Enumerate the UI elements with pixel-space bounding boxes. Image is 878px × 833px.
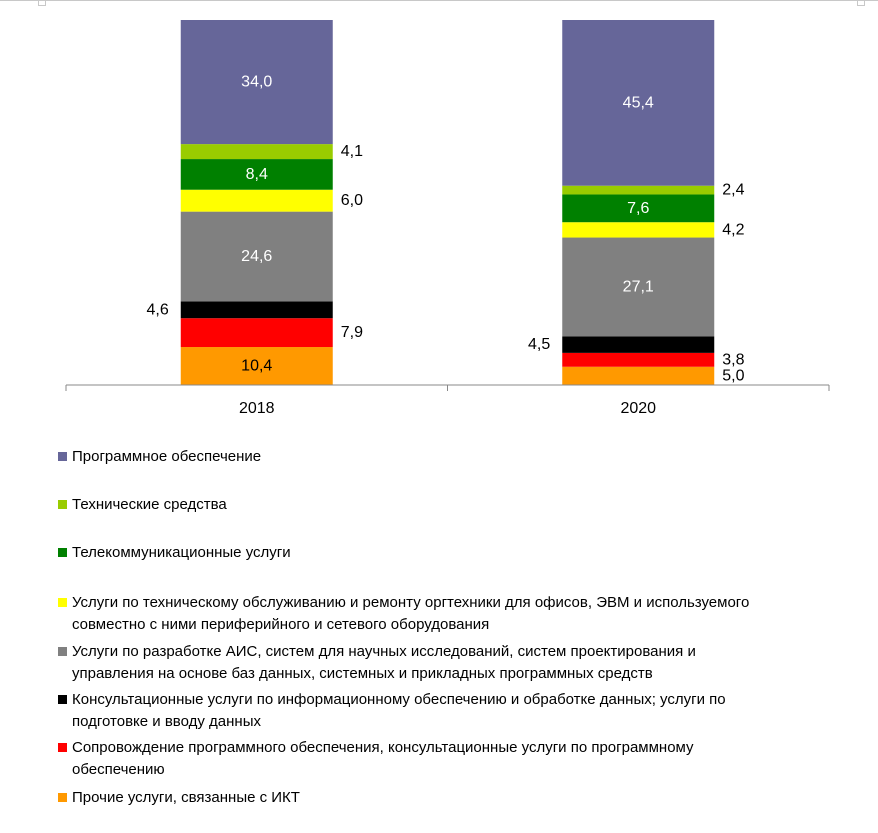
- legend-item: Технические средства: [58, 494, 852, 516]
- bar-segment: [180, 211, 333, 302]
- legend-label-line: Сопровождение программного обеспечения, …: [72, 739, 694, 756]
- bar-segment: [562, 20, 715, 186]
- legend-item: Услуги по разработке АИС, систем для нау…: [58, 641, 852, 685]
- data-label: 24,6: [241, 248, 272, 265]
- stacked-bar-chart: 10,4 7,9 4,6 24,6 6,0 8,4 4,1 34,0 2018 5,03,8 4,5…: [65, 20, 830, 417]
- legend-label-line: Телекоммуникационные услуги: [72, 544, 291, 561]
- data-label: 4,5: [528, 336, 550, 353]
- legend-swatch: [58, 548, 67, 557]
- legend-swatch: [58, 695, 67, 704]
- legend-label-line: совместно с ними периферийного и сетевог…: [72, 616, 490, 633]
- bar-segment: [562, 194, 715, 223]
- legend-swatch: [58, 500, 67, 509]
- data-label: 2,4: [722, 182, 744, 199]
- legend-item: Сопровождение программного обеспечения, …: [58, 737, 852, 781]
- legend-item: Программное обеспечение: [58, 446, 852, 468]
- bar-segment: [562, 185, 715, 195]
- bar-segment: [180, 318, 333, 348]
- legend-label: Программное обеспечение: [72, 446, 852, 468]
- legend-label: Телекоммуникационные услуги: [72, 542, 852, 564]
- data-label: 3,8: [722, 351, 744, 368]
- data-label: 7,9: [341, 324, 363, 341]
- bar-segment: [562, 366, 715, 385]
- bar-segment: [562, 336, 715, 353]
- data-label: 34,0: [241, 74, 272, 91]
- bar-segment: [562, 222, 715, 238]
- legend-swatch: [58, 598, 67, 607]
- data-label: 27,1: [623, 278, 654, 295]
- legend-label-line: подготовке и вводу данных: [72, 713, 261, 730]
- legend-item: Телекоммуникационные услуги: [58, 542, 852, 564]
- data-label: 5,0: [722, 367, 744, 384]
- data-label: 7,6: [627, 200, 649, 217]
- legend-item: Прочие услуги, связанные с ИКТ: [58, 787, 852, 809]
- legend-label-line: обеспечению: [72, 761, 165, 778]
- right-corner-mark: [857, 1, 865, 6]
- legend-swatch: [58, 452, 67, 461]
- bar-segment: [180, 347, 333, 385]
- data-label: 6,0: [341, 192, 363, 209]
- legend-label-line: Прочие услуги, связанные с ИКТ: [72, 789, 300, 806]
- bar-segment: [180, 20, 333, 145]
- data-label: 4,6: [147, 301, 169, 318]
- legend-label-line: Программное обеспечение: [72, 448, 262, 465]
- bar-segment: [562, 237, 715, 337]
- legend-label-line: Технические средства: [72, 496, 227, 513]
- data-label: 45,4: [623, 94, 654, 111]
- legend-label: Услуги по разработке АИС, систем для нау…: [72, 641, 852, 685]
- data-label: 8,4: [246, 166, 268, 183]
- left-corner-mark: [38, 1, 46, 6]
- data-label: 10,4: [241, 358, 272, 375]
- x-tick-label: 2018: [239, 400, 275, 417]
- legend-label: Консультационные услуги по информационно…: [72, 689, 852, 733]
- legend-label: Технические средства: [72, 494, 852, 516]
- legend-label-line: Услуги по разработке АИС, систем для нау…: [72, 643, 696, 660]
- legend-item: Консультационные услуги по информационно…: [58, 689, 852, 733]
- legend-label-line: Консультационные услуги по информационно…: [72, 691, 726, 708]
- legend-label-line: Услуги по техническому обслуживанию и ре…: [72, 594, 750, 611]
- legend-item: Услуги по техническому обслуживанию и ре…: [58, 592, 852, 636]
- bar-segment: [562, 352, 715, 367]
- bar-segment: [180, 159, 333, 190]
- legend-swatch: [58, 743, 67, 752]
- legend-label: Сопровождение программного обеспечения, …: [72, 737, 852, 781]
- bar-segment: [180, 144, 333, 160]
- top-border-line: [0, 0, 878, 1]
- x-tick-label: 2020: [620, 400, 656, 417]
- legend-swatch: [58, 793, 67, 802]
- data-label: 4,2: [722, 221, 744, 238]
- legend-swatch: [58, 647, 67, 656]
- legend-label-line: управления на основе баз данных, системн…: [72, 665, 653, 682]
- legend-label: Услуги по техническому обслуживанию и ре…: [72, 592, 852, 636]
- bar-segment: [180, 301, 333, 319]
- legend-label: Прочие услуги, связанные с ИКТ: [72, 787, 852, 809]
- data-label: 4,1: [341, 143, 363, 160]
- bar-segment: [180, 189, 333, 212]
